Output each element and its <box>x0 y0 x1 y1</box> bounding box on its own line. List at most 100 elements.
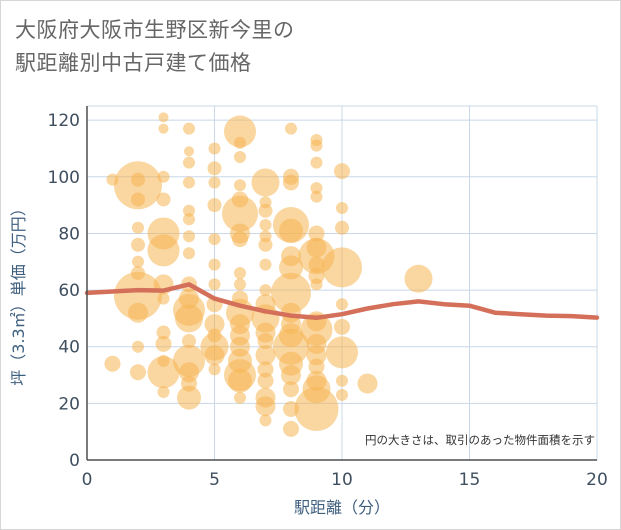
bubble-point <box>208 363 221 376</box>
bubble-point <box>258 237 273 252</box>
bubble-point <box>308 225 325 242</box>
bubble-point <box>255 345 276 366</box>
bubble-point <box>207 328 222 343</box>
bubble-point <box>259 284 272 297</box>
bubble-point <box>204 345 225 366</box>
bubble-point <box>283 381 299 398</box>
bubble-point <box>258 203 273 218</box>
bubble-point <box>131 172 145 187</box>
bubble-point <box>259 414 272 427</box>
bubble-point <box>208 258 221 271</box>
bubble-series <box>104 112 433 437</box>
bubble-point <box>336 388 348 401</box>
bubble-point <box>184 146 194 157</box>
bubble-point <box>177 385 201 410</box>
bubble-point <box>326 336 358 369</box>
bubble-point <box>228 368 252 393</box>
x-tick-label: 20 <box>586 470 608 490</box>
bubble-point <box>175 304 203 333</box>
y-tick-label: 40 <box>58 338 80 358</box>
bubble-point <box>128 302 148 323</box>
bubble-point <box>310 139 323 152</box>
bubble-point <box>234 136 246 149</box>
bubble-point <box>281 314 301 335</box>
bubble-point <box>257 372 274 389</box>
x-tick-label: 15 <box>459 470 481 490</box>
y-axis-label: 坪（3.3㎡）単価（万円） <box>9 200 28 385</box>
trend-series <box>84 282 600 321</box>
x-tick-label: 5 <box>209 470 220 490</box>
bubble-point <box>294 387 339 432</box>
bubble-point <box>259 230 272 243</box>
bubble-point <box>259 218 272 231</box>
bubble-point <box>232 191 248 208</box>
bubble-point <box>308 358 325 375</box>
bubble-point <box>306 345 327 366</box>
bubble-point <box>255 396 276 417</box>
bubble-point <box>181 375 197 392</box>
bubble-point <box>230 336 250 357</box>
bubble-point <box>234 150 246 163</box>
bubble-point <box>259 196 272 209</box>
bubble-point <box>336 201 348 214</box>
y-tick-label: 80 <box>58 224 80 244</box>
bubble-point <box>335 220 349 235</box>
bubble-point <box>208 278 221 291</box>
bubble-point <box>285 122 297 135</box>
bubble-point <box>357 373 378 394</box>
bubble-point <box>283 174 299 191</box>
bubble-point <box>157 292 170 305</box>
bubble-point <box>130 364 146 381</box>
bubble-point <box>224 115 256 148</box>
bubble-point <box>147 356 180 389</box>
x-axis-label: 駅距離（分） <box>294 498 390 517</box>
bubble-point <box>179 362 199 383</box>
bubble-point <box>281 365 301 386</box>
bubble-point <box>281 246 301 267</box>
bubble-point <box>156 192 171 207</box>
x-tick-label: 0 <box>82 470 93 490</box>
bubble-point <box>228 348 252 373</box>
bubble-point <box>234 179 246 192</box>
bubble-point <box>182 334 196 349</box>
bubble-point <box>183 176 195 189</box>
bubble-point <box>156 325 171 340</box>
bubble-point <box>310 190 323 203</box>
bubble-point <box>131 237 145 252</box>
bubble-point <box>308 256 325 273</box>
bubble-point <box>232 231 248 248</box>
bubble-point <box>204 314 225 335</box>
bubble-point <box>207 198 222 213</box>
bubble-point <box>310 278 323 291</box>
bubble-point <box>336 298 348 311</box>
bubble-point <box>179 288 199 309</box>
bubble-point <box>208 233 221 246</box>
bubble-point <box>310 156 323 169</box>
bubble-point <box>234 267 246 280</box>
x-tick-label: 10 <box>331 470 353 490</box>
bubble-point <box>306 370 327 391</box>
trend-line <box>84 282 600 321</box>
size-note: 円の大きさは、取引のあった物件面積を示す <box>365 433 595 447</box>
y-tick-label: 100 <box>48 168 80 188</box>
chart-title: 大阪府大阪市生野区新今里の 駅距離別中古戸建て価格 <box>15 14 295 80</box>
bubble-point <box>157 170 170 183</box>
chart-title-line1: 大阪府大阪市生野区新今里の <box>15 18 295 42</box>
bubble-point <box>334 318 350 335</box>
y-tick-label: 20 <box>58 394 80 414</box>
bubble-point <box>257 333 274 350</box>
bubble-point <box>183 230 195 243</box>
bubble-point <box>271 272 311 313</box>
x-tick-labels: 0 5 10 15 20 <box>82 470 608 490</box>
bubble-point <box>183 156 195 169</box>
bubble-point <box>131 266 145 281</box>
bubble-point <box>259 258 272 271</box>
bubble-point <box>279 218 303 243</box>
bubble-point <box>306 311 327 332</box>
bubble-point <box>208 176 221 189</box>
y-tick-label: 60 <box>58 281 80 301</box>
bubble-point <box>283 401 299 418</box>
bubble-point <box>306 237 327 258</box>
bubble-point <box>183 213 195 226</box>
